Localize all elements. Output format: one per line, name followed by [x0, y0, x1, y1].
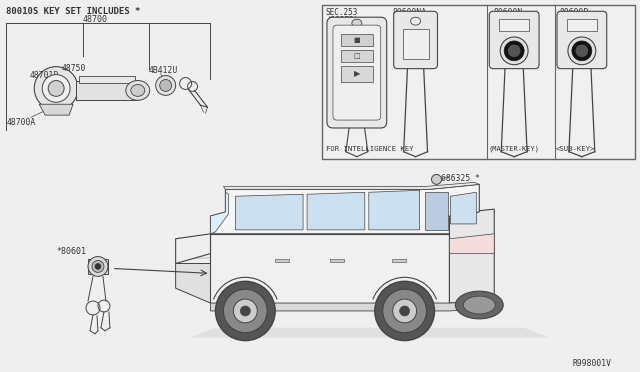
Ellipse shape: [126, 80, 150, 100]
Ellipse shape: [48, 80, 64, 96]
Ellipse shape: [35, 67, 78, 110]
Text: □: □: [353, 53, 360, 59]
Polygon shape: [236, 194, 303, 230]
Bar: [341, 66, 372, 81]
FancyBboxPatch shape: [333, 25, 381, 120]
Ellipse shape: [500, 37, 528, 65]
Text: SEC.253: SEC.253: [326, 8, 358, 17]
Text: 686325 *: 686325 *: [442, 174, 481, 183]
Text: *80601: *80601: [56, 247, 86, 256]
Ellipse shape: [234, 299, 257, 323]
Ellipse shape: [576, 45, 588, 57]
Polygon shape: [211, 234, 449, 303]
Ellipse shape: [508, 45, 520, 57]
Text: 80600NA: 80600NA: [393, 8, 427, 17]
Polygon shape: [191, 328, 549, 338]
Ellipse shape: [504, 41, 524, 61]
FancyBboxPatch shape: [394, 11, 438, 69]
Ellipse shape: [88, 257, 108, 276]
Ellipse shape: [383, 289, 426, 333]
Bar: [322, 5, 635, 158]
Ellipse shape: [568, 37, 596, 65]
Bar: [88, 259, 108, 275]
FancyBboxPatch shape: [489, 11, 539, 69]
FancyBboxPatch shape: [327, 17, 387, 128]
Text: 48750: 48750: [61, 64, 86, 73]
Polygon shape: [223, 182, 479, 189]
Text: 80600N: 80600N: [493, 8, 522, 17]
Text: 80600P: 80600P: [560, 8, 589, 17]
Ellipse shape: [393, 299, 417, 323]
Text: 48700: 48700: [83, 15, 108, 24]
Polygon shape: [39, 104, 73, 115]
Bar: [341, 50, 372, 62]
Text: <SUB-KEY>: <SUB-KEY>: [556, 146, 595, 152]
Ellipse shape: [456, 291, 503, 319]
Text: 48701P: 48701P: [29, 71, 58, 80]
Polygon shape: [211, 301, 494, 311]
Polygon shape: [211, 185, 479, 234]
Bar: [275, 259, 289, 263]
Ellipse shape: [131, 84, 145, 96]
Polygon shape: [211, 192, 228, 234]
Bar: [403, 29, 429, 59]
Bar: [499, 19, 529, 31]
Polygon shape: [175, 263, 211, 303]
Ellipse shape: [399, 306, 410, 316]
Polygon shape: [307, 192, 365, 230]
Polygon shape: [369, 190, 420, 230]
Ellipse shape: [160, 80, 172, 92]
Text: R998001V: R998001V: [573, 359, 612, 368]
Text: 4B412U: 4B412U: [148, 66, 178, 75]
Bar: [392, 259, 406, 263]
Ellipse shape: [216, 281, 275, 341]
Ellipse shape: [352, 19, 362, 27]
Text: (285E3): (285E3): [326, 16, 358, 25]
Ellipse shape: [42, 74, 70, 102]
Bar: [79, 76, 135, 83]
Bar: [76, 80, 138, 100]
Polygon shape: [449, 234, 494, 254]
Polygon shape: [451, 192, 476, 224]
Polygon shape: [424, 192, 449, 230]
FancyBboxPatch shape: [557, 11, 607, 69]
Bar: [159, 81, 173, 89]
Text: (MASTER-KEY): (MASTER-KEY): [488, 146, 540, 152]
Ellipse shape: [223, 289, 268, 333]
Polygon shape: [175, 234, 211, 263]
Ellipse shape: [156, 76, 175, 95]
Text: 80010S KEY SET INCLUDES *: 80010S KEY SET INCLUDES *: [6, 7, 141, 16]
Text: ■: ■: [353, 37, 360, 43]
Ellipse shape: [95, 263, 101, 269]
Bar: [330, 259, 344, 263]
Text: 48700A: 48700A: [6, 118, 36, 127]
Ellipse shape: [241, 306, 250, 316]
Bar: [567, 19, 596, 31]
Ellipse shape: [411, 17, 420, 25]
Polygon shape: [449, 209, 494, 303]
Ellipse shape: [375, 281, 435, 341]
Text: FOR INTELLIGENCE KEY: FOR INTELLIGENCE KEY: [326, 146, 413, 152]
Ellipse shape: [431, 174, 442, 185]
Ellipse shape: [463, 296, 495, 314]
Ellipse shape: [92, 260, 104, 272]
Ellipse shape: [572, 41, 592, 61]
Bar: [341, 34, 372, 46]
Text: ▶: ▶: [353, 69, 360, 78]
